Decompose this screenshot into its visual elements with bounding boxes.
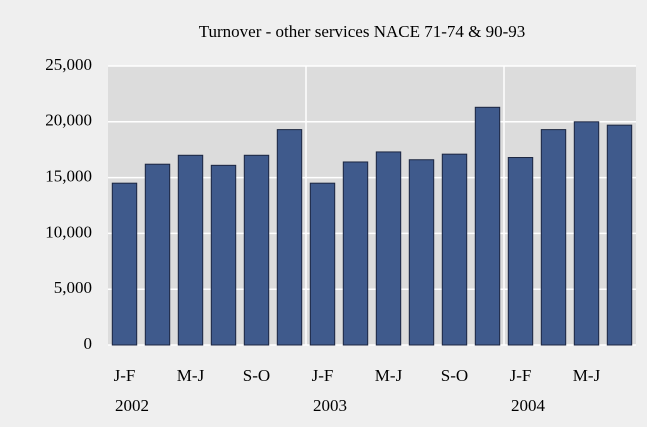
- bar: [243, 154, 270, 346]
- x-tick-label: M-J: [573, 366, 601, 385]
- x-tick-label: M-J: [177, 366, 205, 385]
- x-tick-label: M-J: [375, 366, 403, 385]
- chart-title: Turnover - other services NACE 71-74 & 9…: [199, 22, 526, 41]
- bar: [606, 124, 633, 346]
- bar: [177, 154, 204, 346]
- x-tick-label: J-F: [114, 366, 136, 385]
- x-tick-label: S-O: [441, 366, 468, 385]
- group-label: 2002: [115, 396, 149, 415]
- bar: [276, 129, 303, 346]
- bar: [441, 153, 468, 346]
- x-tick-label: J-F: [312, 366, 334, 385]
- bar: [474, 106, 501, 346]
- x-tick-label: J-F: [510, 366, 532, 385]
- bar: [210, 164, 237, 346]
- bar: [375, 151, 402, 346]
- bar: [111, 182, 138, 346]
- y-tick-label: 15,000: [45, 167, 92, 186]
- bar: [540, 129, 567, 346]
- x-tick-label: S-O: [243, 366, 270, 385]
- bar: [408, 159, 435, 346]
- bar: [573, 121, 600, 346]
- group-label: 2003: [313, 396, 347, 415]
- y-tick-label: 20,000: [45, 111, 92, 130]
- y-tick-label: 0: [84, 334, 93, 353]
- y-tick-label: 5,000: [54, 278, 92, 297]
- group-label: 2004: [511, 396, 546, 415]
- bar: [309, 182, 336, 346]
- bar: [507, 157, 534, 346]
- bar: [144, 163, 171, 346]
- y-tick-label: 10,000: [45, 222, 92, 241]
- y-tick-label: 25,000: [45, 55, 92, 74]
- bar: [342, 161, 369, 346]
